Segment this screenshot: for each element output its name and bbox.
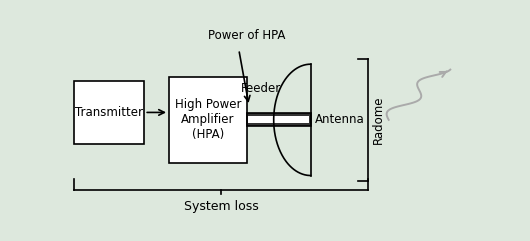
Text: High Power
Amplifier
(HPA): High Power Amplifier (HPA) [175, 98, 241, 141]
FancyBboxPatch shape [169, 77, 247, 162]
Text: System loss: System loss [184, 200, 259, 213]
FancyBboxPatch shape [247, 113, 311, 126]
FancyBboxPatch shape [248, 116, 310, 123]
FancyBboxPatch shape [74, 81, 144, 144]
Text: Radome: Radome [372, 96, 385, 144]
Text: Transmitter: Transmitter [75, 106, 144, 119]
Text: Antenna: Antenna [315, 113, 365, 126]
Text: Feeder: Feeder [241, 82, 281, 95]
Text: Power of HPA: Power of HPA [208, 29, 286, 42]
